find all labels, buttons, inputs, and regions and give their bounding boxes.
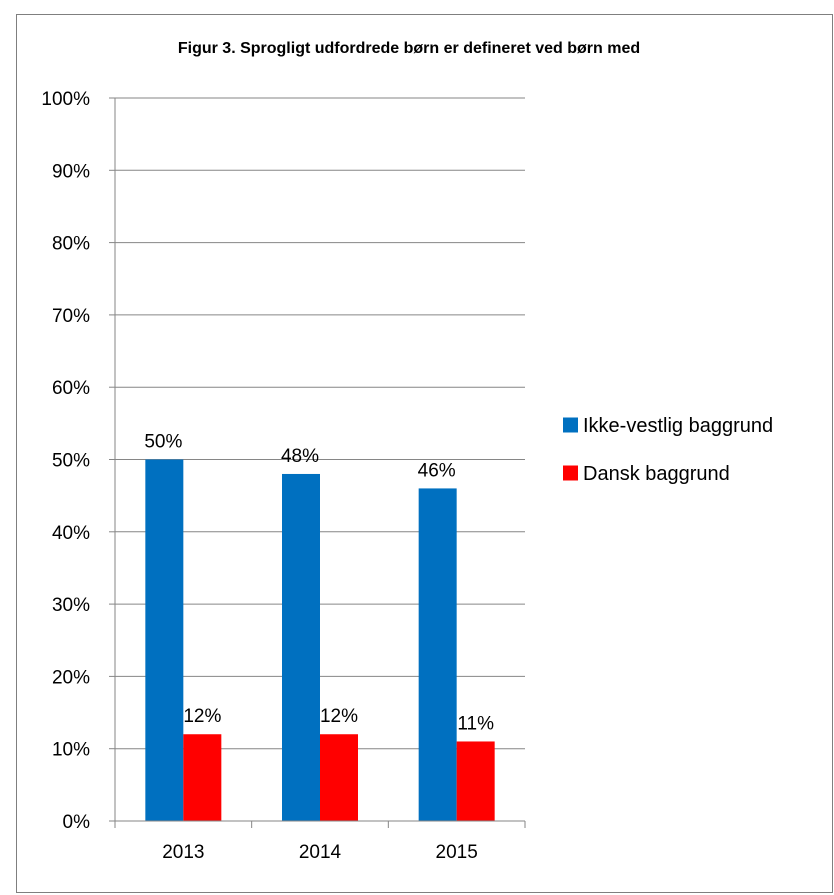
data-label: 12% — [320, 706, 358, 727]
data-label: 11% — [457, 713, 494, 734]
data-label: 50% — [144, 432, 182, 453]
bar — [320, 734, 358, 821]
y-tick-label: 10% — [52, 740, 90, 761]
y-tick-label: 40% — [52, 523, 90, 544]
x-axis-tick-labels: 2013 2014 2015 — [162, 842, 478, 863]
bar-chart: Figur 3. Sprogligt udfordrede børn er de… — [41, 40, 773, 863]
y-tick-label: 100% — [41, 89, 90, 110]
y-tick-label: 20% — [52, 667, 90, 688]
bar — [418, 488, 457, 821]
y-axis-tick-labels: 0% 10% 20% 30% 40% 50% 60% 70% 80% 90% 100% — [41, 89, 90, 833]
data-label: 48% — [281, 446, 319, 467]
legend-swatch — [563, 465, 578, 481]
bar — [145, 459, 184, 821]
bar — [456, 741, 495, 821]
x-tick-label: 2014 — [299, 842, 342, 863]
y-tick-label: 30% — [52, 595, 90, 616]
data-labels: 50% 48% 46% 12% 12% 11% — [144, 432, 494, 735]
y-tick-label: 70% — [52, 306, 90, 327]
y-tick-label: 80% — [52, 234, 90, 255]
x-tick-label: 2015 — [436, 842, 478, 863]
chart-frame: Figur 3. Sprogligt udfordrede børn er de… — [16, 14, 833, 893]
legend: Ikke-vestlig baggrund Dansk baggrund — [563, 415, 773, 485]
x-tick-label: 2013 — [162, 842, 204, 863]
data-label: 12% — [183, 706, 221, 727]
y-tick-label: 50% — [52, 451, 90, 472]
axes — [109, 97, 526, 828]
legend-label: Ikke-vestlig baggrund — [583, 415, 773, 437]
bar — [282, 473, 320, 821]
legend-swatch — [563, 417, 578, 433]
bar — [183, 734, 222, 821]
bars — [145, 459, 495, 821]
legend-label: Dansk baggrund — [583, 463, 730, 485]
data-label: 46% — [418, 460, 456, 481]
chart-title: Figur 3. Sprogligt udfordrede børn er de… — [178, 40, 640, 57]
y-tick-label: 60% — [52, 378, 90, 399]
y-tick-label: 0% — [63, 812, 91, 833]
y-tick-label: 90% — [52, 161, 90, 182]
